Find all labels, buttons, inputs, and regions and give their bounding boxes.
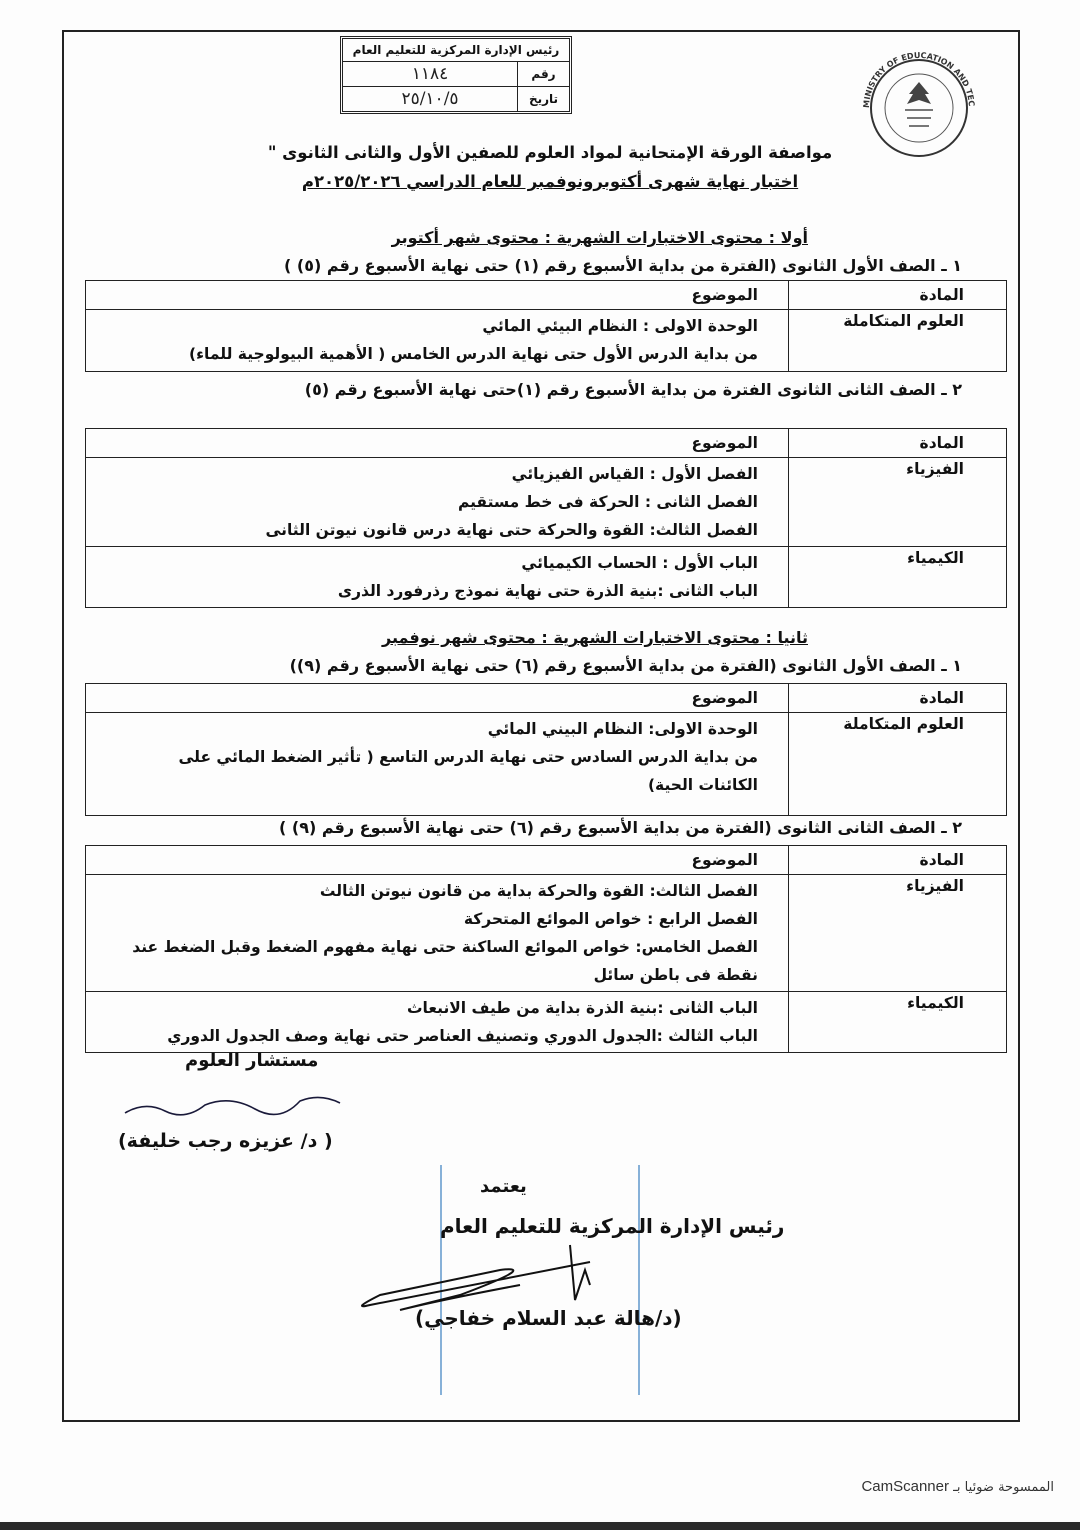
topic-line: الفصل الثالث: القوة والحركة حتى نهاية در… — [265, 521, 758, 539]
col-topic: الموضوع — [85, 683, 789, 713]
topic-line: من بداية الدرس السادس حتى نهاية الدرس ال… — [178, 748, 758, 794]
col-subject: المادة — [788, 845, 1007, 875]
advisor-title: مستشار العلوم — [185, 1050, 319, 1071]
subject-cell: الفيزياء — [788, 874, 1007, 992]
col-subject: المادة — [788, 683, 1007, 713]
approval-title: رئيس الإدارة المركزية للتعليم العام — [440, 1214, 785, 1238]
stamp-number: ١١٨٤ — [411, 64, 449, 84]
subject-cell: الفيزياء — [788, 457, 1007, 547]
registry-stamp: رئيس الإدارة المركزية للتعليم العام رقم ١… — [340, 36, 572, 114]
stamp-number-label: رقم — [517, 62, 569, 86]
topic-line: الفصل الرابع : خواص الموائع المتحركة — [463, 910, 758, 928]
topic-line: الوحدة الاولى : النظام البيئي المائي — [482, 317, 758, 335]
topic-line: الفصل الخامس: خواص الموائع الساكنة حتى ن… — [132, 938, 758, 984]
col-topic: الموضوع — [85, 428, 789, 458]
advisor-name: ( د/ عزيزه رجب خليفة) — [118, 1130, 333, 1152]
doc-title-line2: اختبار نهاية شهرى أكتوبرونوفمبر للعام ال… — [301, 172, 799, 191]
page-frame — [62, 30, 1020, 1422]
topic-line: الوحدة الاولى: النظام البيني المائي — [487, 720, 758, 738]
subject-cell: العلوم المتكاملة — [788, 712, 1007, 816]
doc-title-line1: مواصفة الورقة الإمتحانية لمواد العلوم لل… — [267, 143, 833, 162]
oct-grade2-table: المادة الموضوع الفيزياء الفصل الأول : الق… — [85, 428, 1007, 608]
nov-grade1-table: المادة الموضوع العلوم المتكاملة الوحدة ال… — [85, 683, 1007, 816]
subject-cell: الكيمياء — [788, 546, 1007, 608]
october-heading: أولا : محتوى الاختبارات الشهرية : محتوى … — [391, 228, 808, 247]
approval-signature — [361, 1244, 591, 1311]
oct-grade1-line: ١ ـ الصف الأول الثانوى (الفترة من بداية … — [284, 256, 962, 275]
topic-line: الباب الثانى :بنية الذرة حتى نهاية نموذج… — [337, 582, 758, 600]
topic-line: الباب الثانى :بنية الذرة بداية من طيف ال… — [406, 999, 758, 1017]
topic-line: من بداية الدرس الأول حتى نهاية الدرس الخ… — [189, 345, 758, 363]
nov-grade2-table: المادة الموضوع الفيزياء الفصل الثالث: الق… — [85, 845, 1007, 1053]
stamp-date: ٢٥/١٠/٥ — [401, 89, 459, 109]
topic-line: الفصل الأول : القياس الفيزيائي — [511, 465, 758, 483]
watermark-prefix: الممسوحة ضوئيا بـ — [953, 1480, 1054, 1495]
scanner-watermark: الممسوحة ضوئيا بـ CamScanner — [861, 1478, 1054, 1495]
oct-grade1-table: المادة الموضوع العلوم المتكاملة الوحدة ال… — [85, 280, 1007, 372]
advisor-signature-scribble — [124, 1096, 341, 1116]
nov-grade2-line: ٢ ـ الصف الثانى الثانوى (الفترة من بداية… — [279, 818, 962, 837]
approval-label: يعتمد — [480, 1176, 527, 1197]
november-heading: ثانيا : محتوى الاختبارات الشهرية : محتوى… — [382, 628, 808, 647]
subject-cell: العلوم المتكاملة — [788, 309, 1007, 372]
col-subject: المادة — [788, 280, 1007, 310]
watermark-app: CamScanner — [861, 1478, 949, 1495]
nov-grade1-line: ١ ـ الصف الأول الثانوى (الفترة من بداية … — [289, 656, 962, 675]
bottom-bar — [0, 1522, 1080, 1530]
col-subject: المادة — [788, 428, 1007, 458]
topic-line: الباب الثالث :الجدول الدوري وتصنيف العنا… — [167, 1027, 758, 1045]
col-topic: الموضوع — [85, 280, 789, 310]
topic-line: الفصل الثانى : الحركة فى خط مستقيم — [457, 493, 758, 511]
oct-grade2-line: ٢ ـ الصف الثانى الثانوى الفترة من بداية … — [304, 380, 962, 399]
topic-line: الفصل الثالث: القوة والحركة بداية من قان… — [319, 882, 758, 900]
subject-cell: الكيمياء — [788, 991, 1007, 1053]
stamp-date-label: تاريخ — [517, 87, 569, 111]
col-topic: الموضوع — [85, 845, 789, 875]
ministry-logo: MINISTRY OF EDUCATION AND TECHNICAL EDUC… — [855, 48, 976, 157]
topic-line: الباب الأول : الحساب الكيميائي — [521, 554, 758, 572]
stamp-header: رئيس الإدارة المركزية للتعليم العام — [352, 43, 560, 57]
approval-name: (د/هالة عبد السلام خفاجي) — [415, 1306, 682, 1330]
approval-stamp — [440, 1165, 640, 1395]
